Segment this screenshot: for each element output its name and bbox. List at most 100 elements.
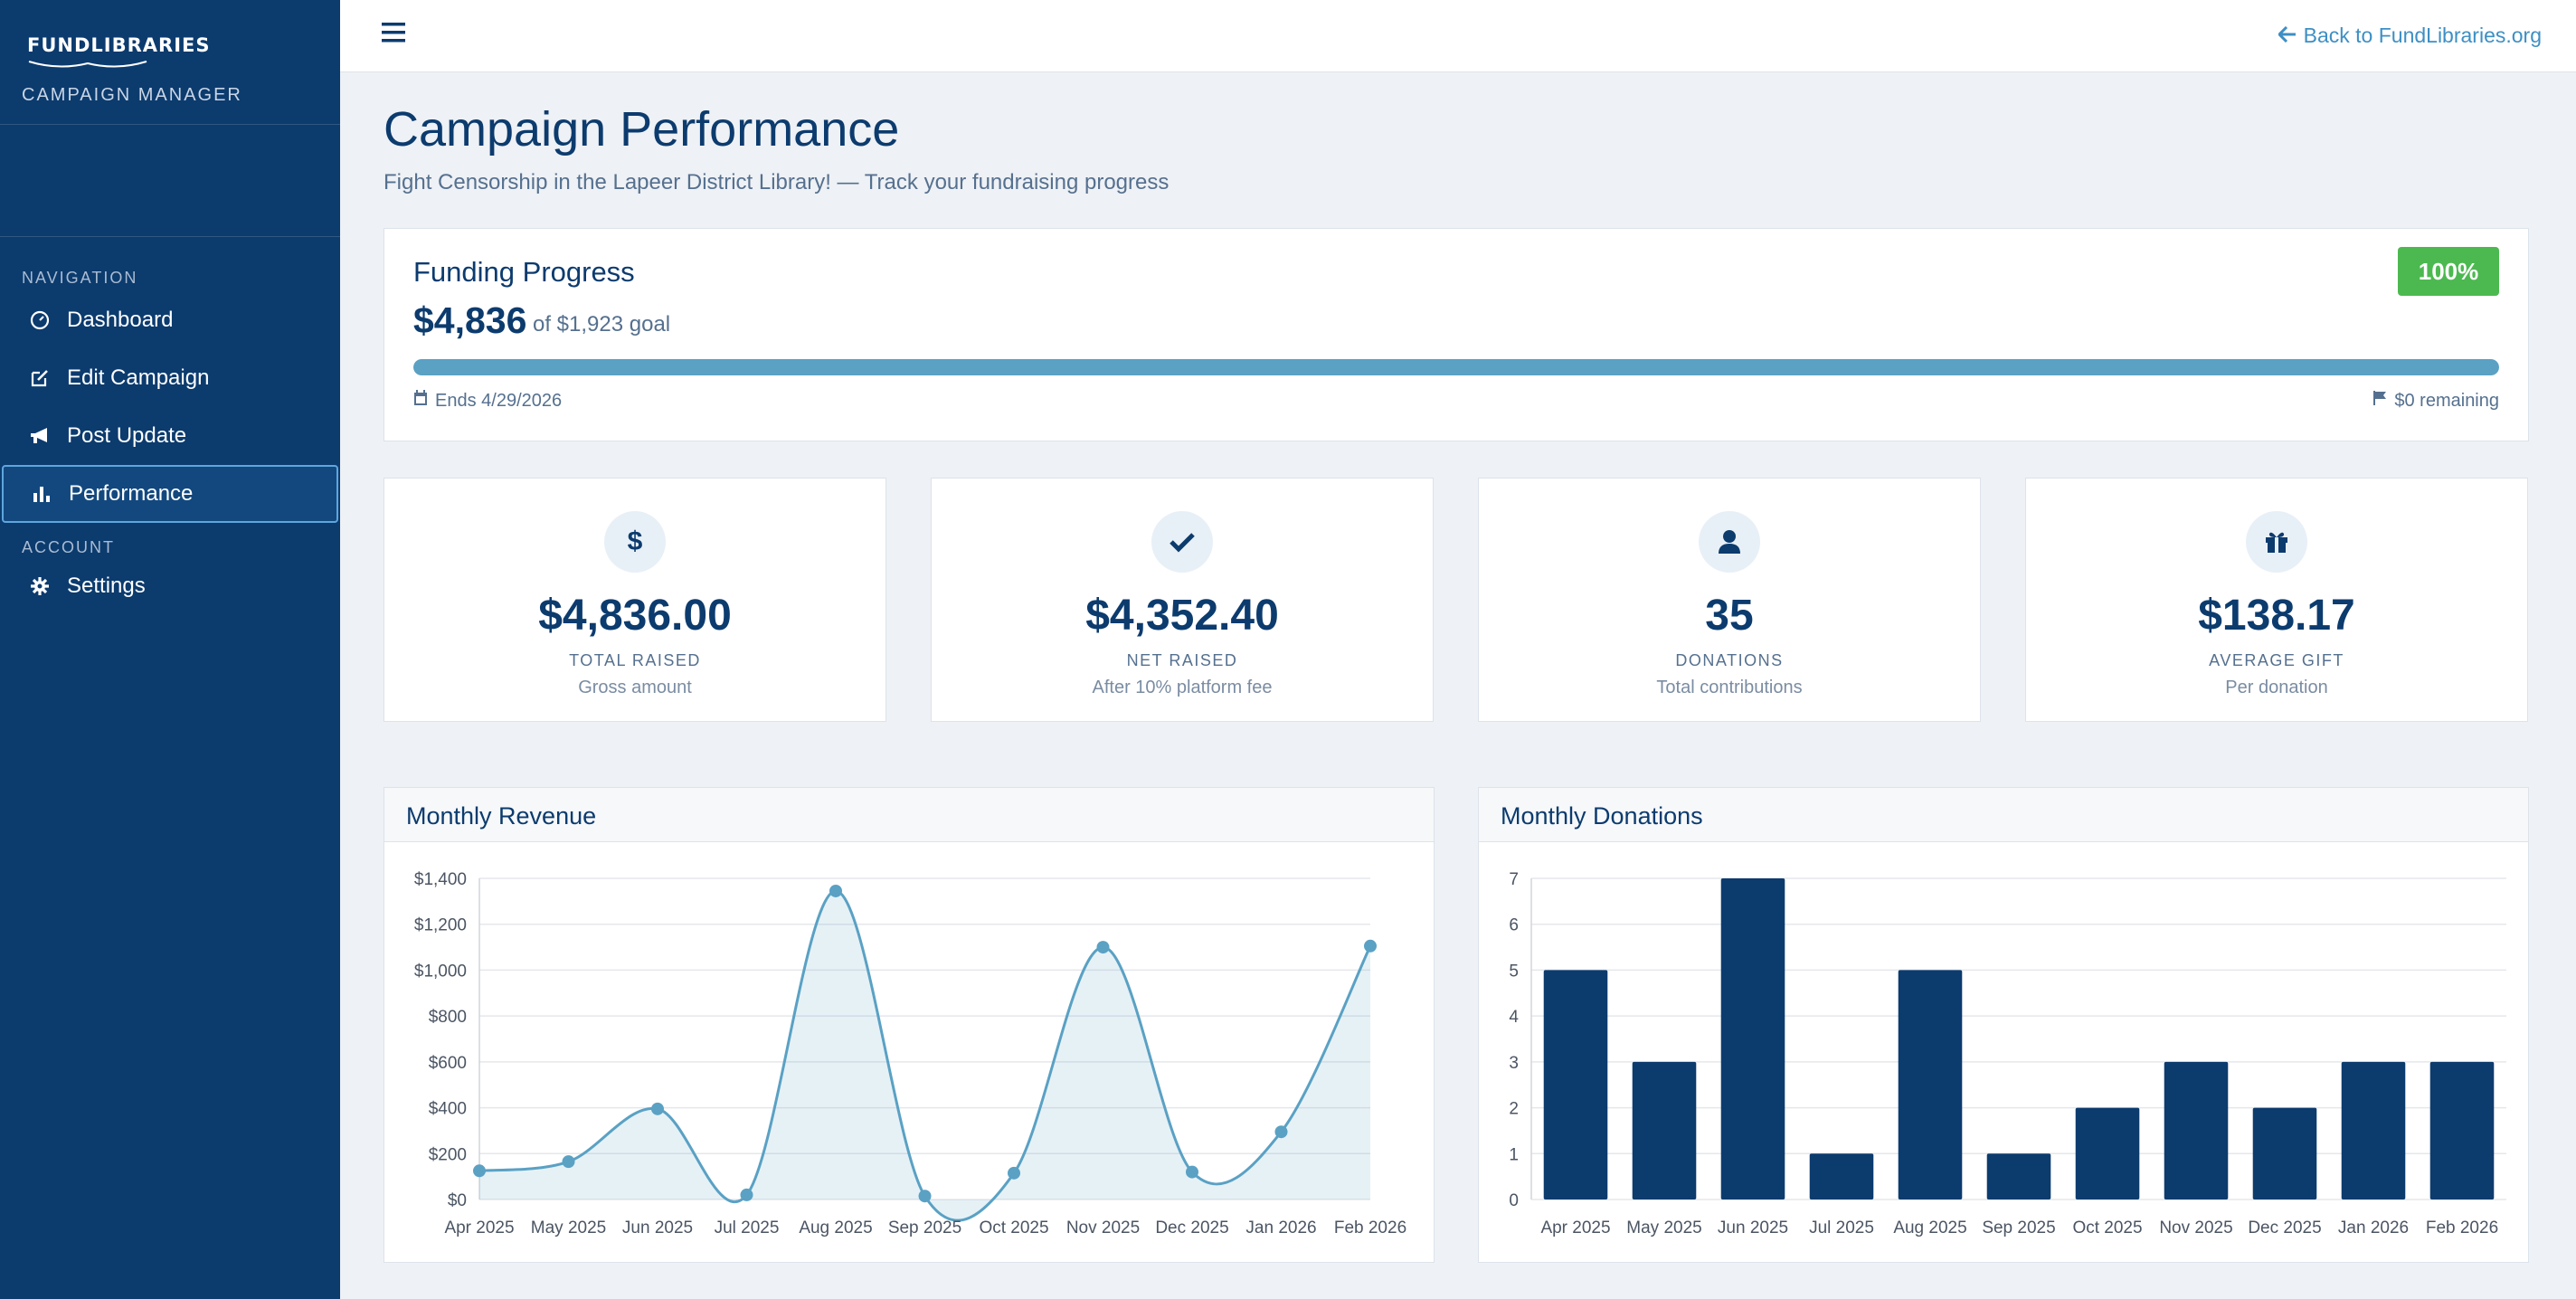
donation-bar[interactable] (1898, 970, 1963, 1199)
revenue-point[interactable] (1008, 1166, 1020, 1180)
gear-icon (27, 574, 52, 599)
donation-bar[interactable] (1720, 878, 1785, 1199)
sidebar-item-dashboard[interactable]: Dashboard (0, 291, 340, 349)
x-tick-label: Jun 2025 (622, 1218, 693, 1237)
donation-bar[interactable] (2252, 1107, 2317, 1199)
y-tick-label: 7 (1509, 870, 1519, 889)
end-date-label: Ends 4/29/2026 (435, 390, 563, 411)
x-tick-label: Oct 2025 (2072, 1218, 2142, 1237)
sidebar-item-label: Post Update (67, 423, 187, 448)
donation-bar[interactable] (1986, 1153, 2051, 1199)
monthly-revenue-card: Monthly Revenue $0 $200 $400 $600 $800 $1,000… (384, 787, 1435, 1263)
revenue-point[interactable] (1364, 939, 1377, 953)
y-tick-label: $400 (429, 1100, 467, 1119)
sidebar-item-performance[interactable]: Performance (2, 465, 338, 523)
x-tick-label: Aug 2025 (1893, 1218, 1966, 1237)
end-date: Ends 4/29/2026 (413, 390, 562, 412)
revenue-point[interactable] (740, 1188, 753, 1201)
stat-card-donations: 35 DONATIONS Total contributions (1478, 478, 1981, 722)
x-tick-label: Jan 2026 (2338, 1218, 2409, 1237)
stat-label: DONATIONS (1675, 651, 1784, 669)
x-tick-label: Sep 2025 (888, 1218, 961, 1237)
hamburger-menu-icon[interactable] (382, 22, 407, 47)
stat-note: Gross amount (578, 678, 692, 697)
stat-label: NET RAISED (1126, 651, 1238, 669)
sidebar-item-label: Settings (67, 574, 146, 598)
brand: FUNDLIBRARIES CAMPAIGN MANAGER (0, 0, 340, 125)
stat-value: $4,836.00 (538, 592, 732, 640)
x-tick-label: Dec 2025 (2248, 1218, 2321, 1237)
sidebar-spacer (0, 125, 340, 237)
x-tick-label: Oct 2025 (979, 1218, 1048, 1237)
x-tick-label: Sep 2025 (1982, 1218, 2055, 1237)
x-tick-label: Jun 2025 (1718, 1218, 1788, 1237)
checkmark-icon (1151, 511, 1213, 573)
y-tick-label: 0 (1509, 1191, 1519, 1210)
revenue-area (479, 890, 1370, 1221)
revenue-point[interactable] (1186, 1165, 1198, 1179)
donation-bar[interactable] (1543, 970, 1608, 1199)
x-tick-label: May 2025 (531, 1218, 606, 1237)
stat-value: $138.17 (2198, 592, 2355, 640)
stat-label: AVERAGE GIFT (2209, 651, 2344, 669)
sidebar-item-label: Edit Campaign (67, 365, 210, 390)
gift-icon (2246, 511, 2307, 573)
sidebar-item-settings[interactable]: Settings (0, 557, 340, 615)
sidebar-item-edit-campaign[interactable]: Edit Campaign (0, 349, 340, 407)
y-tick-label: $1,400 (414, 870, 467, 889)
donation-bar[interactable] (2341, 1061, 2406, 1199)
revenue-point[interactable] (1274, 1125, 1288, 1139)
x-tick-label: Nov 2025 (1066, 1218, 1140, 1237)
progress-bar-fill (413, 359, 2499, 375)
revenue-point[interactable] (473, 1164, 486, 1178)
funding-amount: $4,836 (413, 299, 527, 341)
logo[interactable]: FUNDLIBRARIES (27, 34, 211, 56)
revenue-point[interactable] (829, 884, 842, 897)
account-heading: ACCOUNT (22, 538, 115, 556)
page-subtitle: Fight Censorship in the Lapeer District … (384, 170, 1170, 194)
dollar-icon: $ (604, 511, 666, 573)
donation-bar[interactable] (2164, 1061, 2229, 1199)
top-bar: Back to FundLibraries.org (340, 0, 2576, 72)
stat-value: $4,352.40 (1085, 592, 1279, 640)
dashboard-gauge-icon (27, 308, 52, 333)
remaining-label: $0 remaining (2394, 390, 2499, 411)
brand-subtitle: CAMPAIGN MANAGER (22, 85, 242, 105)
y-tick-label: 3 (1509, 1054, 1519, 1073)
donation-bar[interactable] (2075, 1107, 2140, 1199)
chart-title: Monthly Revenue (384, 788, 1434, 842)
donation-bar[interactable] (2429, 1061, 2495, 1199)
revenue-point[interactable] (1096, 941, 1110, 954)
revenue-point[interactable] (562, 1155, 575, 1169)
x-tick-label: Jul 2025 (1809, 1218, 1874, 1237)
remaining: $0 remaining (2372, 390, 2499, 412)
percent-badge: 100% (2398, 247, 2499, 296)
y-tick-label: $1,000 (414, 962, 467, 981)
stat-note: Total contributions (1656, 678, 1803, 697)
x-tick-label: Jul 2025 (715, 1218, 780, 1237)
donation-bar[interactable] (1632, 1061, 1697, 1199)
funding-goal: of $1,923 goal (533, 312, 671, 337)
sidebar-item-label: Performance (69, 481, 194, 506)
revenue-point[interactable] (918, 1190, 932, 1203)
logo-book-icon (28, 61, 147, 68)
chart-title: Monthly Donations (1479, 788, 2528, 842)
x-tick-label: Nov 2025 (2159, 1218, 2232, 1237)
sidebar-item-post-update[interactable]: Post Update (0, 407, 340, 465)
stat-card-total-raised: $ $4,836.00 TOTAL RAISED Gross amount (384, 478, 886, 722)
x-tick-label: Apr 2025 (444, 1218, 514, 1237)
revenue-point[interactable] (651, 1102, 664, 1115)
donation-bar[interactable] (1809, 1153, 1874, 1199)
progress-bar (413, 359, 2499, 375)
y-tick-label: 4 (1509, 1008, 1519, 1027)
user-icon (1699, 511, 1760, 573)
y-tick-label: $200 (429, 1145, 467, 1164)
stat-note: After 10% platform fee (1092, 678, 1273, 697)
back-link[interactable]: Back to FundLibraries.org (2277, 24, 2542, 48)
page-title: Campaign Performance (384, 102, 900, 156)
y-tick-label: 6 (1509, 916, 1519, 935)
x-tick-label: Dec 2025 (1155, 1218, 1228, 1237)
x-tick-label: Feb 2026 (1334, 1218, 1406, 1237)
y-tick-label: $800 (429, 1008, 467, 1027)
stat-label: TOTAL RAISED (569, 651, 701, 669)
